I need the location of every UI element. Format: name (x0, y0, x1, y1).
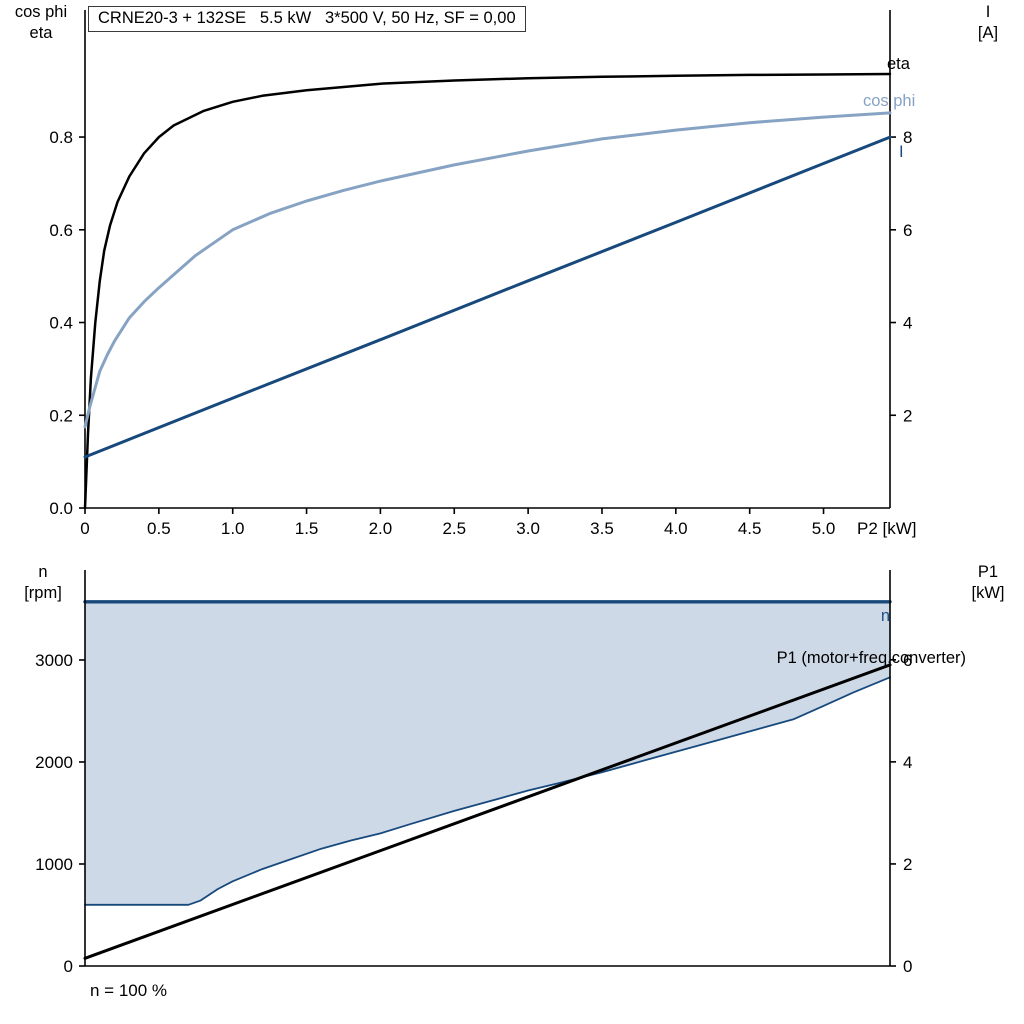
top-chart: 0 0.5 1.0 1.5 2.0 2.5 3.0 3.5 4.0 4.5 5.0 P2 [kW] 0.… (49, 10, 917, 538)
tick-label: 0.0 (49, 499, 73, 518)
tick-label: 6 (903, 221, 912, 240)
eta-curve-label: eta (887, 55, 910, 73)
series-p1-motor-freq-converter- (83, 663, 892, 960)
tick-label: 4 (903, 753, 912, 772)
ampere-unit-label: [A] (977, 24, 999, 42)
cos-phi-curve-label: cos phi (863, 92, 916, 110)
tick-label: 3000 (35, 651, 73, 670)
tick-label: 4.5 (738, 519, 762, 538)
series-i (83, 135, 892, 459)
p1-axis-label: P1 (977, 563, 999, 581)
tick-label: 0.2 (49, 406, 73, 425)
series-area-n (85, 601, 890, 905)
bottom-chart-left-axis-title: n [rpm] (6, 562, 80, 604)
series-cos-phi (83, 111, 892, 429)
tick-label: P2 [kW] (857, 519, 917, 538)
tick-label: 0.5 (147, 519, 171, 538)
tick-label: 0 (80, 519, 89, 538)
tick-label: 3.0 (516, 519, 540, 538)
tick-label: 2.5 (442, 519, 466, 538)
top-chart-left-axis-title: cos phi eta (2, 2, 80, 44)
kw-unit-label: [kW] (971, 584, 1005, 602)
tick-label: 2 (903, 855, 912, 874)
tick-label: 1.5 (295, 519, 319, 538)
speed-axis-label: n (38, 563, 48, 581)
tick-label: 8 (903, 128, 912, 147)
tick-label: 0.8 (49, 128, 73, 147)
chart-title: CRNE20-3 + 132SE 5.5 kW 3*500 V, 50 Hz, … (88, 6, 526, 32)
cos-phi-axis-label: cos phi (14, 3, 68, 21)
tick-label: 5.0 (812, 519, 836, 538)
tick-label: 1.0 (221, 519, 245, 538)
tick-label: 6 (903, 651, 912, 670)
rpm-unit-label: [rpm] (24, 584, 62, 602)
current-axis-label: I (985, 3, 991, 21)
tick-label: 4.0 (664, 519, 688, 538)
series-lower-n (84, 676, 891, 906)
eta-axis-label: eta (29, 24, 53, 42)
tick-label: 2 (903, 406, 912, 425)
tick-label: 0.6 (49, 221, 73, 240)
tick-label: 4 (903, 314, 912, 333)
tick-label: 2000 (35, 753, 73, 772)
series-eta (83, 72, 892, 510)
tick-label: 2.0 (369, 519, 393, 538)
tick-label: 1000 (35, 855, 73, 874)
tick-label: 0.4 (49, 314, 73, 333)
bottom-chart: 0 1000 2000 3000 0 2 4 6 (35, 570, 912, 976)
current-curve-label: I (899, 143, 904, 161)
p1-curve-label: P1 (motor+freq.converter) (776, 649, 966, 667)
tick-label: 0 (64, 957, 73, 976)
bottom-chart-right-axis-title: P1 [kW] (958, 562, 1018, 604)
tick-label: 0 (903, 957, 912, 976)
n-100-percent-footnote: n = 100 % (90, 981, 168, 1000)
tick-label: 3.5 (590, 519, 614, 538)
n-curve-label: n (880, 607, 890, 625)
top-chart-right-axis-title: I [A] (960, 2, 1016, 44)
